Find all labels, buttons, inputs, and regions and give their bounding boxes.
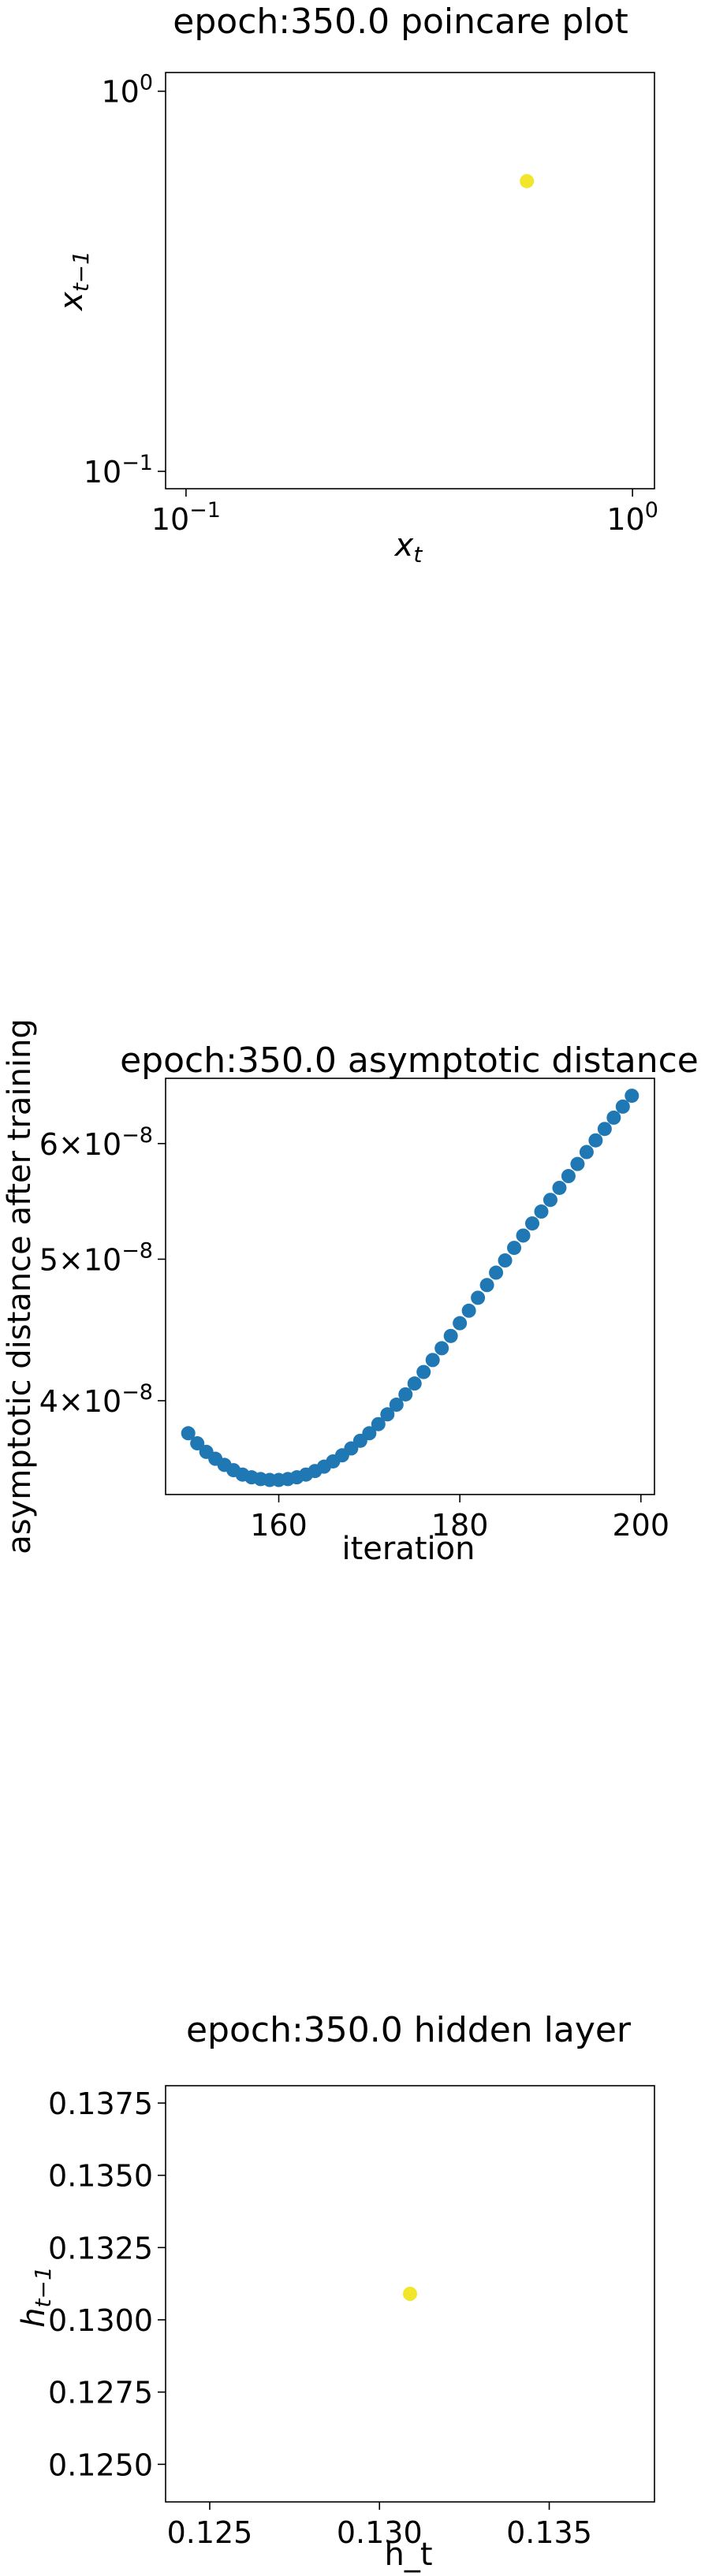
asymptotic-data-point xyxy=(398,1387,413,1402)
hidden-layer-x-tick-label: 0.135 xyxy=(506,2515,592,2550)
asymptotic-y-tick-label: 5×10−8 xyxy=(39,1238,153,1277)
hidden-layer-y-ticks: 0.1250 0.1275 0.1300 0.1325 0.1350 0.1375 xyxy=(48,2086,166,2482)
hidden-layer-y-tick-label: 0.1250 xyxy=(48,2448,153,2482)
hidden-layer-y-axis-label: ht−1 xyxy=(16,2266,56,2328)
poincare-chart: epoch:350.0 poincare plot 10−1 100 10−110… xyxy=(54,2,658,568)
asymptotic-distance-chart: epoch:350.0 asymptotic distance 160 180 20… xyxy=(2,1018,699,1567)
poincare-x-ticks: 10−1 100 xyxy=(151,489,658,537)
hidden-layer-plot-area xyxy=(165,2085,655,2503)
poincare-plot-area xyxy=(165,72,655,490)
asymptotic-data-point xyxy=(507,1241,522,1256)
asymptotic-data-point xyxy=(434,1341,449,1356)
asymptotic-data-point xyxy=(190,1436,205,1451)
asymptotic-data-point xyxy=(579,1145,594,1160)
hidden-layer-data-point xyxy=(403,2287,417,2301)
poincare-x-axis-label: xt xyxy=(393,527,423,568)
asymptotic-data-point xyxy=(534,1204,549,1219)
poincare-y-axis-label: xt−1 xyxy=(54,251,94,312)
asymptotic-data-point xyxy=(561,1169,576,1184)
asymptotic-data-point xyxy=(516,1228,531,1243)
asymptotic-data-point xyxy=(625,1089,639,1104)
hidden-layer-x-tick-label: 0.130 xyxy=(337,2515,423,2550)
asymptotic-data-point xyxy=(570,1156,585,1171)
asymptotic-x-tick-label: 160 xyxy=(250,1508,308,1543)
asymptotic-x-tick-label: 180 xyxy=(431,1508,489,1543)
asymptotic-data-point xyxy=(525,1216,539,1231)
asymptotic-data-point xyxy=(588,1133,603,1148)
poincare-y-ticks: 10−1 100 xyxy=(84,71,166,490)
hidden-layer-y-tick-label: 0.1350 xyxy=(48,2159,153,2194)
hidden-layer-y-tick-label: 0.1275 xyxy=(48,2376,153,2410)
hidden-layer-x-axis-label: h_t xyxy=(384,2537,432,2573)
asymptotic-x-tick-label: 200 xyxy=(613,1508,670,1543)
asymptotic-data-point xyxy=(380,1407,395,1422)
asymptotic-data-point xyxy=(371,1416,386,1431)
asymptotic-data-point xyxy=(615,1099,630,1114)
poincare-y-tick-label: 100 xyxy=(101,71,153,110)
asymptotic-data-point xyxy=(425,1353,440,1368)
asymptotic-points xyxy=(181,1089,639,1487)
poincare-title: epoch:350.0 poincare plot xyxy=(173,2,628,42)
asymptotic-y-axis-label: asymptotic distance after training xyxy=(2,1018,38,1554)
asymptotic-data-point xyxy=(606,1110,621,1125)
asymptotic-data-point xyxy=(362,1426,377,1441)
hidden-layer-points xyxy=(403,2287,417,2301)
asymptotic-data-point xyxy=(489,1265,504,1280)
asymptotic-x-ticks: 160 180 200 xyxy=(250,1495,669,1543)
asymptotic-data-point xyxy=(389,1398,404,1413)
hidden-layer-y-tick-label: 0.1375 xyxy=(48,2086,153,2121)
asymptotic-data-point xyxy=(416,1364,431,1379)
asymptotic-y-tick-label: 4×10−8 xyxy=(39,1380,153,1419)
hidden-layer-x-tick-label: 0.125 xyxy=(167,2515,253,2550)
asymptotic-data-point xyxy=(552,1180,567,1195)
asymptotic-data-point xyxy=(597,1122,612,1137)
hidden-layer-x-ticks: 0.125 0.130 0.135 xyxy=(167,2502,592,2550)
asymptotic-data-point xyxy=(443,1328,458,1343)
asymptotic-data-point xyxy=(471,1290,486,1305)
poincare-x-tick-label: 100 xyxy=(606,498,658,537)
poincare-points xyxy=(520,173,535,188)
asymptotic-title: epoch:350.0 asymptotic distance xyxy=(120,1040,699,1081)
asymptotic-y-tick-label: 6×10−8 xyxy=(39,1123,153,1162)
asymptotic-data-point xyxy=(543,1193,557,1208)
asymptotic-data-point xyxy=(498,1253,513,1268)
hidden-layer-y-tick-label: 0.1300 xyxy=(48,2303,153,2338)
asymptotic-data-point xyxy=(479,1278,494,1293)
hidden-layer-y-tick-label: 0.1325 xyxy=(48,2231,153,2265)
poincare-data-point xyxy=(520,173,535,188)
hidden-layer-title: epoch:350.0 hidden layer xyxy=(186,2010,632,2050)
asymptotic-data-point xyxy=(461,1303,476,1318)
poincare-y-tick-label: 10−1 xyxy=(84,451,153,490)
asymptotic-y-ticks: 4×10−8 5×10−8 6×10−8 xyxy=(39,1123,166,1419)
asymptotic-plot-area xyxy=(165,1078,655,1495)
asymptotic-x-axis-label: iteration xyxy=(342,1531,475,1567)
hidden-layer-chart: epoch:350.0 hidden layer 0.125 0.130 0.135… xyxy=(16,2010,655,2573)
poincare-x-tick-label: 10−1 xyxy=(151,498,221,537)
asymptotic-data-point xyxy=(407,1376,422,1391)
asymptotic-data-point xyxy=(453,1316,468,1331)
asymptotic-data-point xyxy=(181,1426,196,1441)
